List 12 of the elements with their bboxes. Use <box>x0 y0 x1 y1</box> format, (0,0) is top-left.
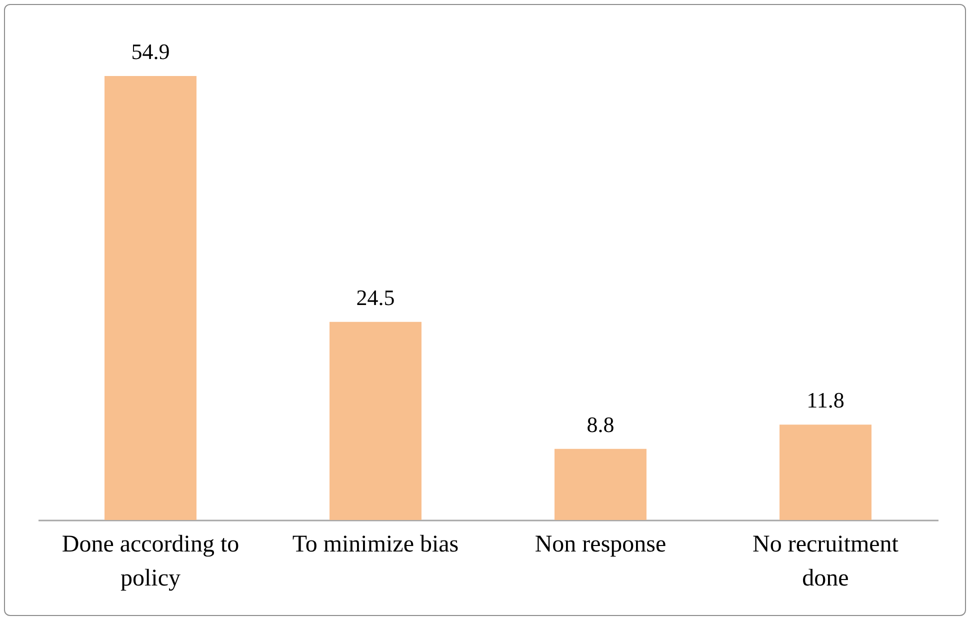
x-tick-label: To minimize bias <box>292 532 459 558</box>
bar <box>330 322 422 520</box>
bar <box>104 76 196 520</box>
x-tick-label: No recruitment done <box>752 532 899 592</box>
data-label: 8.8 <box>586 412 614 437</box>
bar <box>780 424 872 520</box>
x-tick-label: Done according to policy <box>62 532 240 592</box>
x-tick-label: Non response <box>534 532 666 558</box>
bar <box>554 448 646 520</box>
data-label: 24.5 <box>356 284 395 310</box>
data-label: 54.9 <box>131 39 170 64</box>
data-label: 11.8 <box>806 388 844 413</box>
